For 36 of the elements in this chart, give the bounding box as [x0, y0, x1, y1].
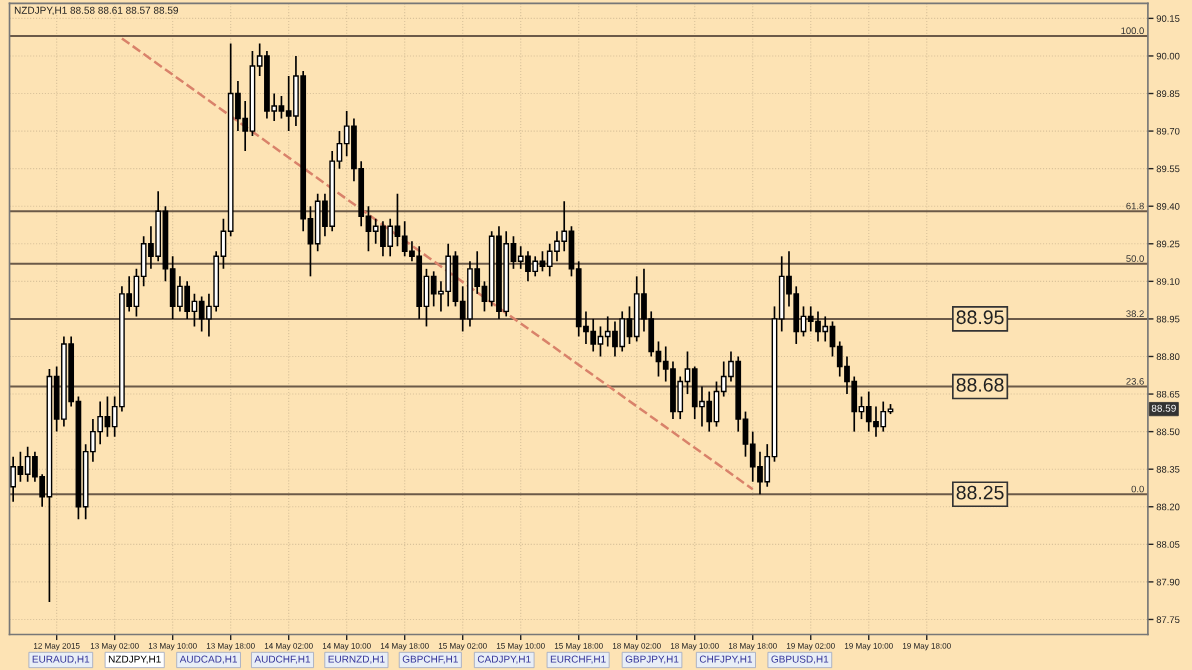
candlestick — [177, 275, 183, 313]
candlestick — [401, 220, 408, 258]
candlestick — [619, 310, 626, 353]
candlestick — [445, 242, 452, 308]
ref-line-label: 88.95 — [956, 310, 1004, 325]
candlestick — [10, 455, 17, 503]
candlestick — [865, 390, 872, 433]
candlestick — [198, 295, 205, 333]
candlestick — [17, 450, 24, 483]
candlestick — [691, 365, 698, 420]
candlestick — [155, 190, 162, 263]
candlestick — [532, 255, 539, 278]
candlestick — [314, 192, 321, 253]
candlestick — [633, 275, 640, 343]
candlestick — [807, 305, 814, 333]
candlestick — [677, 375, 684, 420]
candlestick — [372, 217, 379, 245]
ref-line-label: 88.68 — [956, 377, 1004, 392]
candlestick — [822, 315, 829, 343]
candlestick — [525, 250, 531, 283]
candlestick — [380, 220, 386, 258]
ref-line-label: 88.25 — [956, 485, 1004, 500]
candlestick — [517, 245, 524, 270]
candlestick — [24, 445, 31, 483]
candlestick — [815, 310, 821, 343]
candlestick — [597, 325, 604, 358]
candlestick — [612, 320, 618, 358]
candlestick — [706, 390, 713, 433]
candlestick — [285, 75, 292, 132]
candlestick — [278, 95, 285, 120]
candlestick — [590, 318, 597, 353]
candlestick — [604, 315, 611, 348]
candlestick — [184, 280, 191, 320]
candlestick — [880, 400, 887, 433]
candlestick — [387, 217, 394, 258]
candlestick — [430, 270, 437, 308]
